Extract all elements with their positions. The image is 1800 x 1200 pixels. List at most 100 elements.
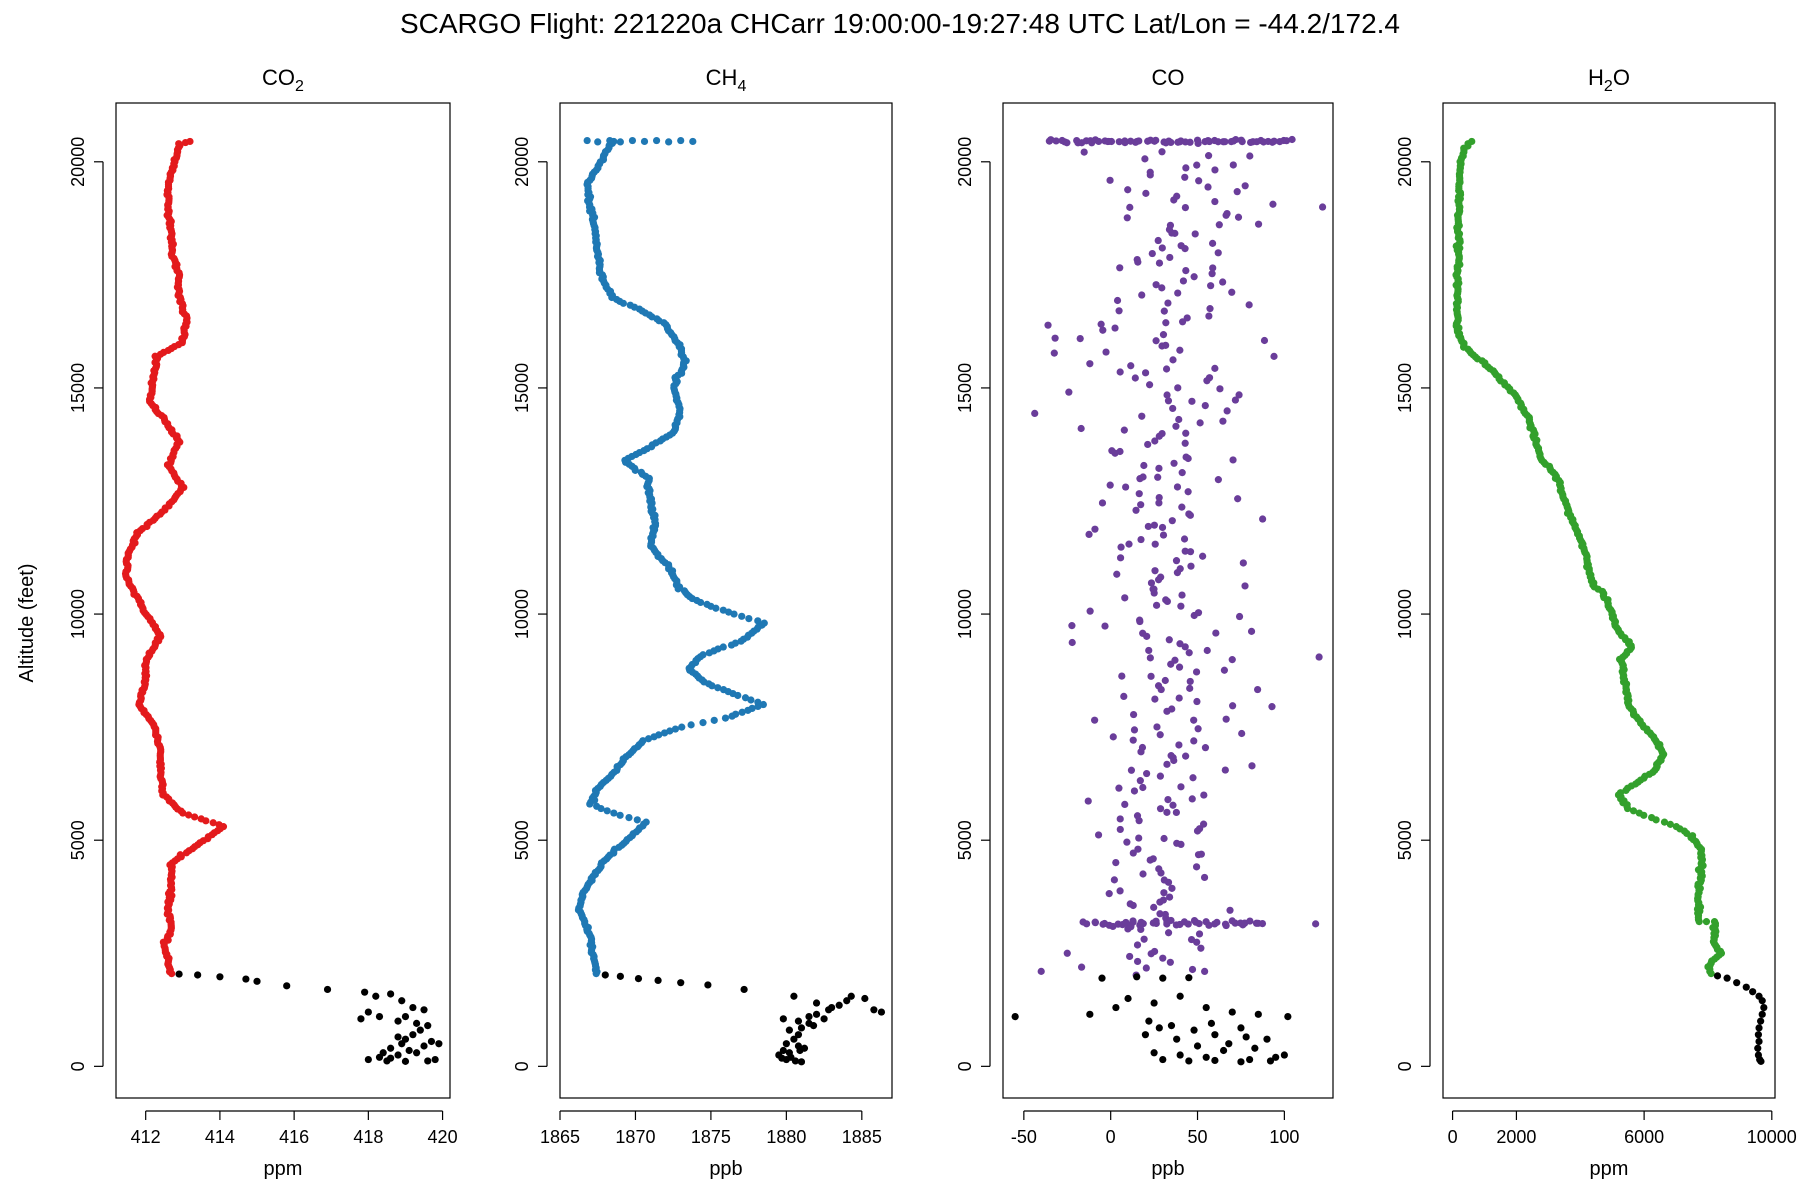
data-point — [779, 1046, 787, 1055]
data-point — [1085, 530, 1093, 539]
data-point — [1139, 629, 1147, 637]
data-point — [1063, 139, 1071, 147]
data-point — [1098, 499, 1107, 507]
y-tick-label: 5000 — [68, 820, 88, 860]
data-point — [1167, 916, 1175, 925]
data-point — [1757, 1057, 1765, 1065]
data-point — [1052, 137, 1060, 145]
data-point — [1181, 643, 1189, 651]
data-point — [1284, 1012, 1292, 1021]
data-point — [1214, 138, 1222, 146]
data-point — [1152, 601, 1161, 609]
data-point — [1259, 515, 1267, 523]
data-point — [1080, 148, 1088, 156]
data-point — [1116, 554, 1125, 562]
x-tick-label: 420 — [428, 1127, 458, 1147]
data-point — [364, 1008, 372, 1016]
y-tick-label: 0 — [512, 1061, 532, 1071]
data-point — [242, 975, 250, 983]
data-point — [1135, 137, 1143, 145]
data-point — [1629, 807, 1638, 815]
data-point — [1158, 244, 1166, 252]
data-point — [705, 649, 713, 657]
data-point — [1116, 825, 1124, 834]
data-point — [712, 604, 720, 612]
data-point — [1176, 640, 1184, 648]
data-point — [1197, 850, 1205, 858]
data-point — [1173, 1035, 1181, 1043]
data-point — [1235, 391, 1243, 399]
data-point — [1156, 805, 1165, 813]
data-point — [1165, 137, 1173, 145]
data-point — [1248, 762, 1256, 770]
data-point — [1159, 531, 1168, 539]
data-point — [1120, 426, 1128, 434]
data-point — [847, 992, 855, 1000]
data-point — [1208, 270, 1216, 278]
data-point — [1180, 535, 1189, 543]
data-point — [1280, 1051, 1288, 1059]
y-axis-co: 0 5000 10000 15000 20000 — [955, 137, 991, 1071]
data-point — [704, 981, 712, 989]
data-point — [416, 1026, 424, 1034]
data-point — [1231, 919, 1239, 927]
y-tick-label: 15000 — [955, 363, 975, 413]
data-point — [1194, 725, 1202, 733]
data-point — [1196, 419, 1204, 427]
data-point — [1235, 612, 1244, 621]
data-point — [1153, 723, 1161, 731]
data-point — [387, 990, 395, 998]
data-point — [1176, 346, 1184, 354]
data-point — [1204, 183, 1212, 191]
data-point — [1193, 161, 1201, 169]
data-point — [794, 1031, 803, 1039]
panel-title-co2: CO2 — [262, 65, 304, 95]
y-tick-label: 15000 — [1395, 363, 1415, 413]
data-point — [1199, 820, 1208, 828]
data-point — [1189, 774, 1197, 782]
y-tick-label: 20000 — [68, 137, 88, 187]
y-tick-label: 0 — [68, 1061, 88, 1071]
data-point — [1221, 766, 1229, 774]
data-point — [1116, 887, 1124, 895]
data-point — [1266, 1057, 1275, 1065]
y-axis-h2o: 0 5000 10000 15000 20000 — [1395, 137, 1431, 1071]
data-point — [754, 702, 762, 711]
data-point — [1229, 456, 1237, 464]
data-point — [738, 612, 746, 620]
data-point — [714, 684, 722, 692]
data-point — [1136, 777, 1144, 785]
x-axis-label-co2: ppm — [264, 1158, 303, 1180]
data-point — [1115, 784, 1123, 792]
data-point — [1138, 412, 1146, 420]
data-point — [1139, 870, 1147, 878]
data-point — [1101, 622, 1109, 630]
data-point — [1137, 501, 1145, 509]
data-point — [1099, 326, 1107, 334]
data-point — [1176, 992, 1184, 1000]
data-point — [1139, 473, 1147, 481]
data-point — [185, 811, 193, 819]
data-point — [1165, 636, 1173, 644]
data-point — [797, 1024, 806, 1032]
x-tick-label: 418 — [353, 1127, 383, 1147]
data-point — [1260, 336, 1269, 345]
plot-frame — [115, 102, 451, 1099]
data-point — [674, 585, 682, 593]
data-point — [1115, 138, 1123, 146]
data-point — [1109, 733, 1117, 741]
data-point — [791, 1057, 800, 1065]
data-point — [1272, 1053, 1280, 1061]
data-point — [1181, 547, 1189, 555]
data-point — [1137, 535, 1145, 544]
data-point — [1190, 716, 1198, 724]
y-tick-label: 15000 — [512, 363, 532, 413]
data-point — [1215, 221, 1223, 229]
data-point — [253, 977, 261, 985]
data-point — [1150, 1049, 1158, 1057]
data-point — [1091, 716, 1099, 724]
x-axis-label-ch4: ppb — [709, 1158, 742, 1180]
x-tick-label: 1870 — [615, 1127, 655, 1147]
data-point — [405, 1046, 413, 1055]
data-point — [619, 299, 627, 307]
